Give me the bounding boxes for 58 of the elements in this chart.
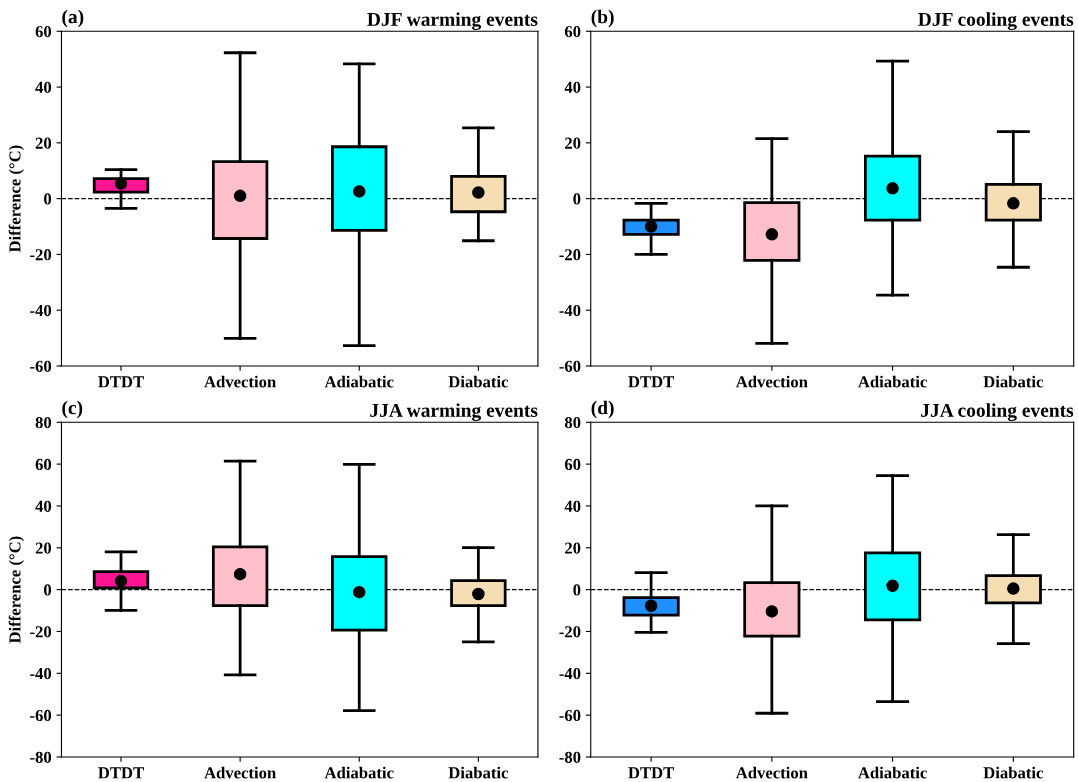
y-tick-label: -60 — [559, 709, 581, 722]
y-tick-label: -20 — [30, 249, 52, 261]
x-tick-label: DTDT — [98, 376, 144, 388]
y-tick-label: -60 — [30, 709, 52, 722]
y-tick-label: -40 — [559, 304, 581, 317]
x-tick-label: Diabatic — [448, 375, 509, 388]
y-tick-label: 60 — [35, 25, 52, 38]
y-axis-title: Difference (°C) — [8, 145, 24, 253]
text: (b) — [591, 9, 614, 28]
x-tick-label: DTDT — [98, 767, 144, 779]
y-tick-label: 80 — [564, 416, 581, 429]
y-tick-label: -20 — [559, 249, 581, 261]
y-tick-label: 60 — [564, 458, 581, 471]
x-tick-label: Advection — [204, 375, 276, 388]
chart-title: DJF cooling events — [918, 12, 1074, 31]
x-tick-label: Diabatic — [448, 766, 509, 779]
y-tick-label: 0 — [573, 584, 581, 596]
y-tick-label: -60 — [559, 360, 581, 372]
x-tick-label: Adiabatic — [858, 766, 927, 779]
y-tick-label: 0 — [573, 193, 581, 205]
y-tick-label: 0 — [44, 193, 52, 205]
x-tick-label: Diabatic — [983, 375, 1043, 388]
y-tick-label: 60 — [564, 25, 581, 38]
x-tick-label: Advection — [735, 375, 808, 388]
y-tick-label: -80 — [30, 751, 52, 763]
y-tick-label: -20 — [559, 626, 581, 638]
text: (d) — [591, 400, 614, 419]
chart-title: DJF warming events — [367, 12, 538, 31]
y-tick-label: 40 — [564, 81, 581, 94]
y-tick-label: -40 — [30, 304, 52, 317]
y-tick-label: 40 — [35, 81, 52, 94]
y-tick-label: 40 — [564, 500, 581, 512]
y-tick-label: 20 — [565, 542, 581, 554]
chart-title: JJA cooling events — [921, 403, 1074, 422]
x-tick-label: Diabatic — [983, 766, 1043, 779]
y-tick-label: 0 — [44, 584, 52, 596]
y-tick-label: -40 — [559, 668, 581, 680]
y-axis-title: Difference (°C) — [8, 536, 24, 644]
x-tick-label: Adiabatic — [324, 375, 394, 388]
x-tick-label: Adiabatic — [324, 766, 394, 779]
x-tick-label: DTDT — [628, 767, 675, 779]
text: (c) — [62, 400, 83, 419]
y-tick-label: -40 — [30, 668, 52, 680]
chart-title: JJA warming events — [370, 403, 538, 422]
y-tick-label: 80 — [35, 416, 52, 429]
y-tick-label: -20 — [30, 626, 52, 638]
x-tick-label: DTDT — [628, 376, 675, 388]
x-tick-label: Advection — [204, 766, 276, 779]
x-tick-label: Advection — [735, 766, 808, 779]
x-tick-label: Adiabatic — [858, 375, 927, 388]
y-tick-label: 20 — [565, 137, 581, 149]
text: (a) — [62, 9, 84, 28]
y-tick-label: 60 — [35, 458, 52, 471]
y-tick-label: 40 — [35, 500, 52, 512]
y-tick-label: 20 — [35, 137, 52, 149]
y-tick-label: -60 — [30, 360, 52, 372]
y-tick-label: 20 — [35, 542, 52, 554]
y-tick-label: -80 — [559, 751, 581, 763]
